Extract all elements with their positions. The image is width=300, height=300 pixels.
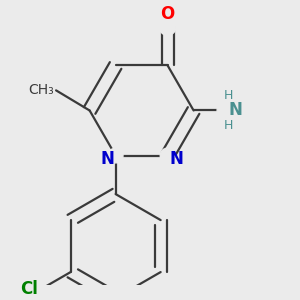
Circle shape (159, 19, 176, 35)
Text: Cl: Cl (20, 280, 38, 298)
Text: CH₃: CH₃ (29, 83, 54, 98)
Text: H: H (224, 89, 233, 102)
Text: N: N (229, 101, 243, 119)
Text: H: H (224, 119, 233, 132)
Circle shape (108, 148, 123, 163)
Text: O: O (160, 5, 175, 23)
Circle shape (160, 148, 175, 163)
Text: N: N (169, 150, 183, 168)
Circle shape (217, 100, 237, 121)
Text: N: N (100, 150, 114, 168)
